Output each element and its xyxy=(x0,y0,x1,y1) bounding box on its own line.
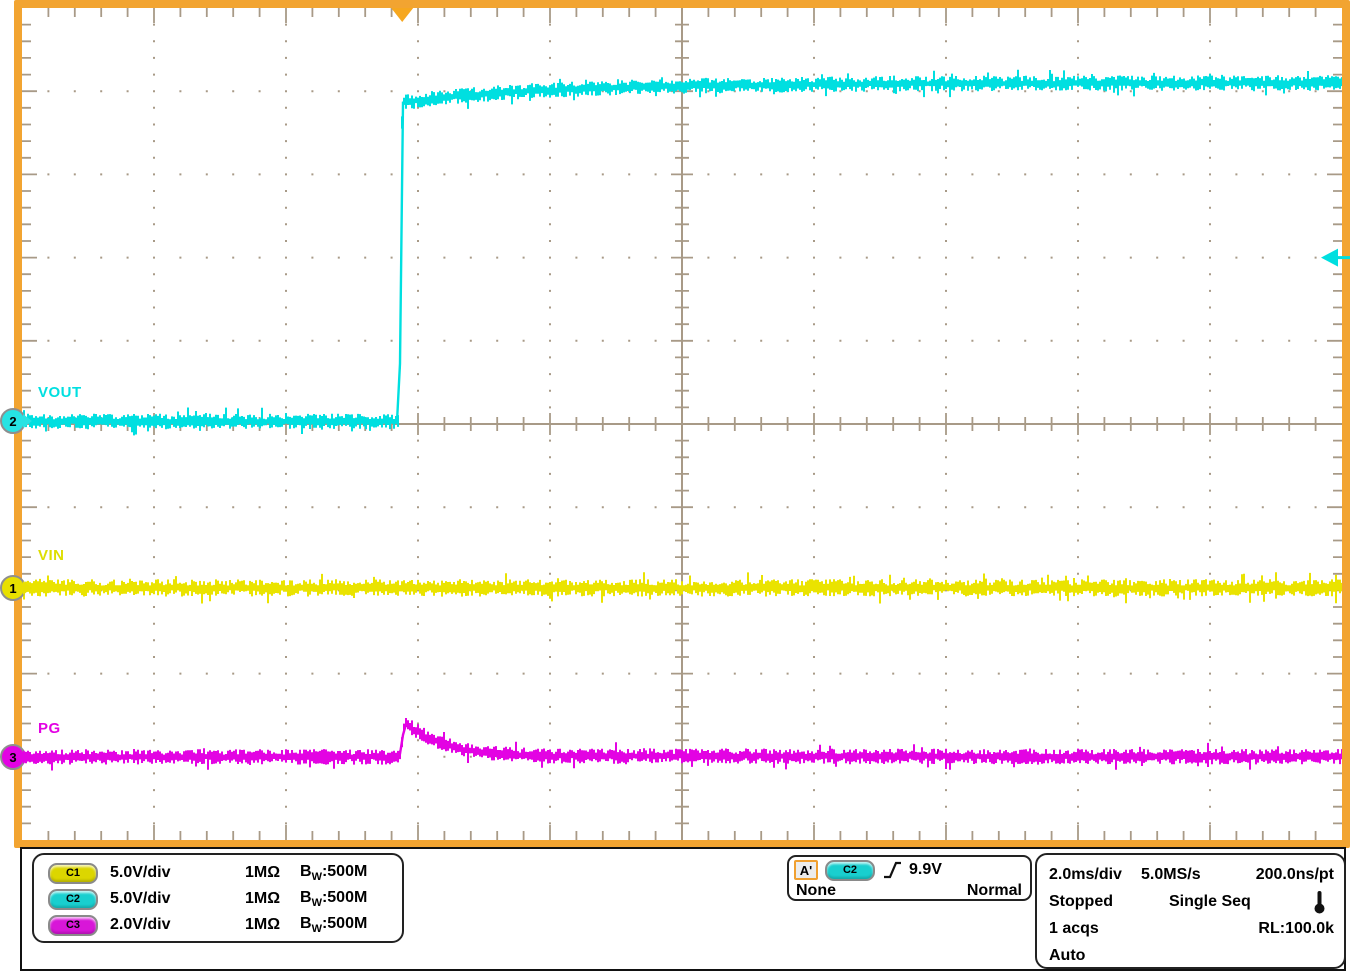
trace-pg xyxy=(22,718,1342,771)
acquisition-count: 1 acqs xyxy=(1049,919,1099,937)
rising-edge-icon xyxy=(884,861,901,879)
trigger-row-modes: None Normal xyxy=(794,881,1022,901)
timebase-readout-box: 2.0ms/div 5.0MS/s 200.0ns/pt Stopped Sin… xyxy=(1035,853,1346,969)
waveform-display xyxy=(22,8,1350,840)
trigger-holdoff[interactable]: None xyxy=(796,882,836,899)
timebase-row-3: 1 acqs RL:100.0k xyxy=(1049,915,1334,942)
graticule-dots xyxy=(47,23,1317,825)
channel-badge-c1[interactable]: C1 xyxy=(48,862,98,884)
channel-marker-1[interactable]: 1 xyxy=(0,575,32,601)
channel-marker-3[interactable]: 3 xyxy=(0,744,32,770)
channel-c1-scale[interactable]: 5.0V/div xyxy=(110,864,171,881)
trigger-level-arrow-icon[interactable] xyxy=(1321,248,1338,267)
trigger-row-main: A' C2 9.9V xyxy=(794,859,1022,881)
channel-marker-2[interactable]: 2 xyxy=(0,408,32,434)
sample-rate: 5.0MS/s xyxy=(1141,865,1201,883)
channel-readouts-box: C1 5.0V/div 1MΩ BW:500M C2 5.0V/div 1MΩ … xyxy=(32,853,404,943)
channel-c3-impedance: 1MΩ xyxy=(245,916,281,933)
timebase-row-4: Auto xyxy=(1049,942,1334,969)
status-bar: C1 5.0V/div 1MΩ BW:500M C2 5.0V/div 1MΩ … xyxy=(20,847,1346,971)
trigger-source-badge[interactable]: C2 xyxy=(825,859,875,881)
trigger-a-badge[interactable]: A' xyxy=(794,860,818,880)
channel-c2-impedance: 1MΩ xyxy=(245,890,281,907)
channel-marker-3-number: 3 xyxy=(9,749,17,765)
thermometer-icon xyxy=(1314,890,1325,913)
channel-marker-2-number: 2 xyxy=(9,413,17,429)
channel-c2-scale[interactable]: 5.0V/div xyxy=(110,890,171,907)
channel-readout-row-c1: C1 5.0V/div 1MΩ BW:500M xyxy=(48,860,402,886)
channel-marker-arrow-icon xyxy=(23,581,32,595)
channel-c2-bandwidth: BW:500M xyxy=(300,888,368,910)
trace-vout xyxy=(22,69,1342,436)
channel-c1-bandwidth: BW:500M xyxy=(300,862,368,884)
channel-readout-row-c3: C3 2.0V/div 1MΩ BW:500M xyxy=(48,912,402,938)
channel-marker-arrow-icon xyxy=(23,414,32,428)
acquisition-state: Stopped xyxy=(1049,892,1113,910)
acquisition-mode[interactable]: Single Seq xyxy=(1169,892,1251,910)
channel-badge-c2[interactable]: C2 xyxy=(48,888,98,910)
trigger-mode[interactable]: Normal xyxy=(966,882,1022,899)
channel-c3-bandwidth: BW:500M xyxy=(300,914,368,936)
timebase-row-2: Stopped Single Seq xyxy=(1049,888,1334,915)
timebase-scale[interactable]: 2.0ms/div xyxy=(1049,865,1122,883)
graticule-edge-ticks xyxy=(22,8,1342,840)
trace-label-vin: VIN xyxy=(38,547,65,564)
channel-c1-impedance: 1MΩ xyxy=(245,864,281,881)
trace-label-vout: VOUT xyxy=(38,384,82,401)
record-length: RL:100.0k xyxy=(1258,919,1334,937)
trigger-readout-box: A' C2 9.9V None Normal xyxy=(787,855,1032,901)
trigger-auto-mode[interactable]: Auto xyxy=(1049,946,1086,964)
channel-badge-c3[interactable]: C3 xyxy=(48,914,98,936)
channel-c3-scale[interactable]: 2.0V/div xyxy=(110,916,171,933)
trace-label-pg: PG xyxy=(38,720,61,737)
trigger-level-value[interactable]: 9.9V xyxy=(909,861,942,878)
channel-marker-1-number: 1 xyxy=(9,580,17,596)
channel-marker-arrow-icon xyxy=(23,750,32,764)
channel-readout-row-c2: C2 5.0V/div 1MΩ BW:500M xyxy=(48,886,402,912)
timebase-row-1: 2.0ms/div 5.0MS/s 200.0ns/pt xyxy=(1049,861,1334,888)
point-resolution: 200.0ns/pt xyxy=(1255,865,1334,883)
trace-vin xyxy=(22,572,1342,604)
trigger-position-marker-icon[interactable] xyxy=(391,8,414,22)
